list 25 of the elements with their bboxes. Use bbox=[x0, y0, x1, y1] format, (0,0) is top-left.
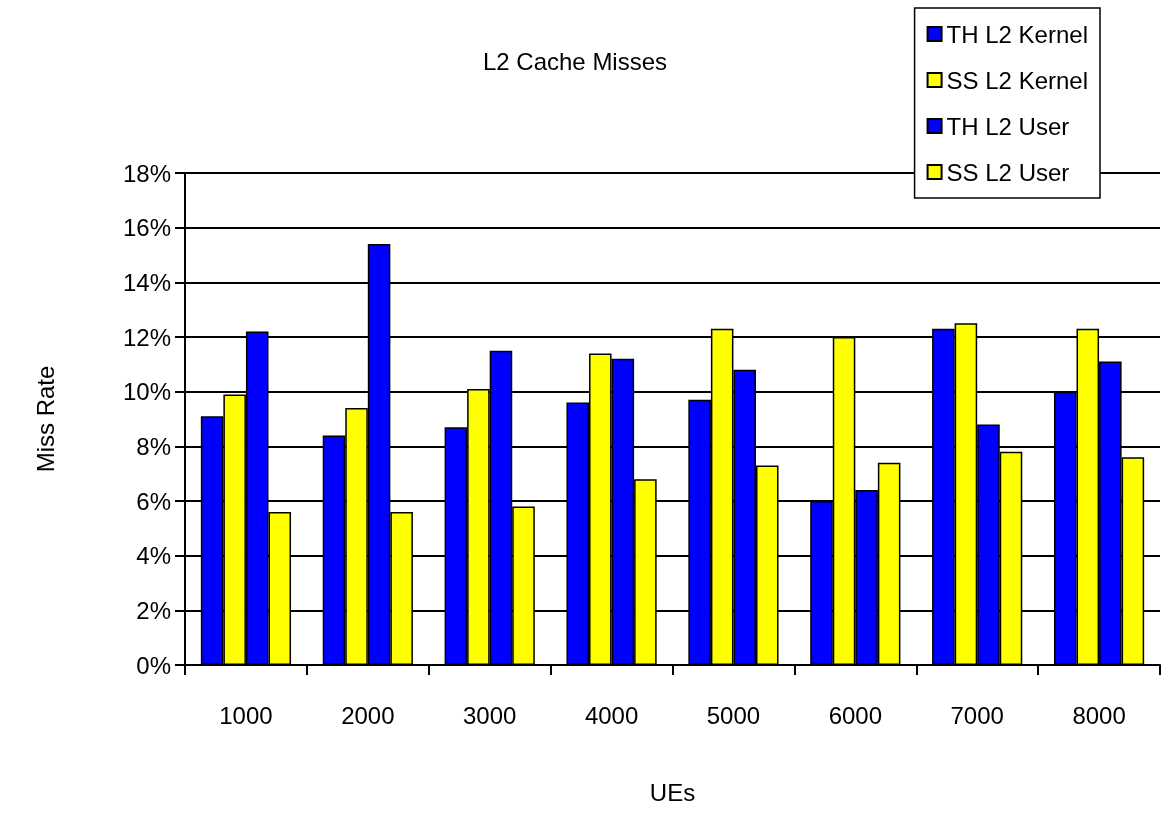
legend-label: SS L2 Kernel bbox=[946, 66, 1088, 94]
x-tick-label: 8000 bbox=[1072, 701, 1126, 729]
x-axis-title: UEs bbox=[649, 778, 696, 806]
x-tick-label: 3000 bbox=[462, 701, 517, 729]
legend-label: SS L2 User bbox=[946, 158, 1070, 186]
y-tick-label: 0% bbox=[136, 651, 171, 679]
x-tick-label: 4000 bbox=[584, 701, 639, 729]
y-tick-label: 4% bbox=[136, 542, 171, 570]
chart-title: L2 Cache Misses bbox=[482, 47, 668, 75]
y-tick-label: 14% bbox=[122, 268, 171, 296]
y-tick-label: 12% bbox=[122, 323, 171, 351]
legend-label: TH L2 User bbox=[946, 112, 1070, 140]
x-tick-label: 5000 bbox=[706, 701, 761, 729]
legend-label: TH L2 Kernel bbox=[946, 20, 1088, 48]
y-tick-label: 18% bbox=[122, 159, 171, 187]
x-tick-label: 1000 bbox=[219, 701, 273, 729]
x-tick-label: 2000 bbox=[341, 701, 395, 729]
y-axis-title: Miss Rate bbox=[31, 365, 59, 473]
x-tick-label: 6000 bbox=[828, 701, 883, 729]
y-tick-label: 2% bbox=[136, 596, 171, 624]
y-tick-label: 8% bbox=[136, 432, 171, 460]
x-tick-label: 7000 bbox=[950, 701, 1004, 729]
y-tick-label: 10% bbox=[122, 378, 171, 406]
y-tick-label: 6% bbox=[136, 487, 171, 515]
y-tick-label: 16% bbox=[122, 214, 171, 242]
